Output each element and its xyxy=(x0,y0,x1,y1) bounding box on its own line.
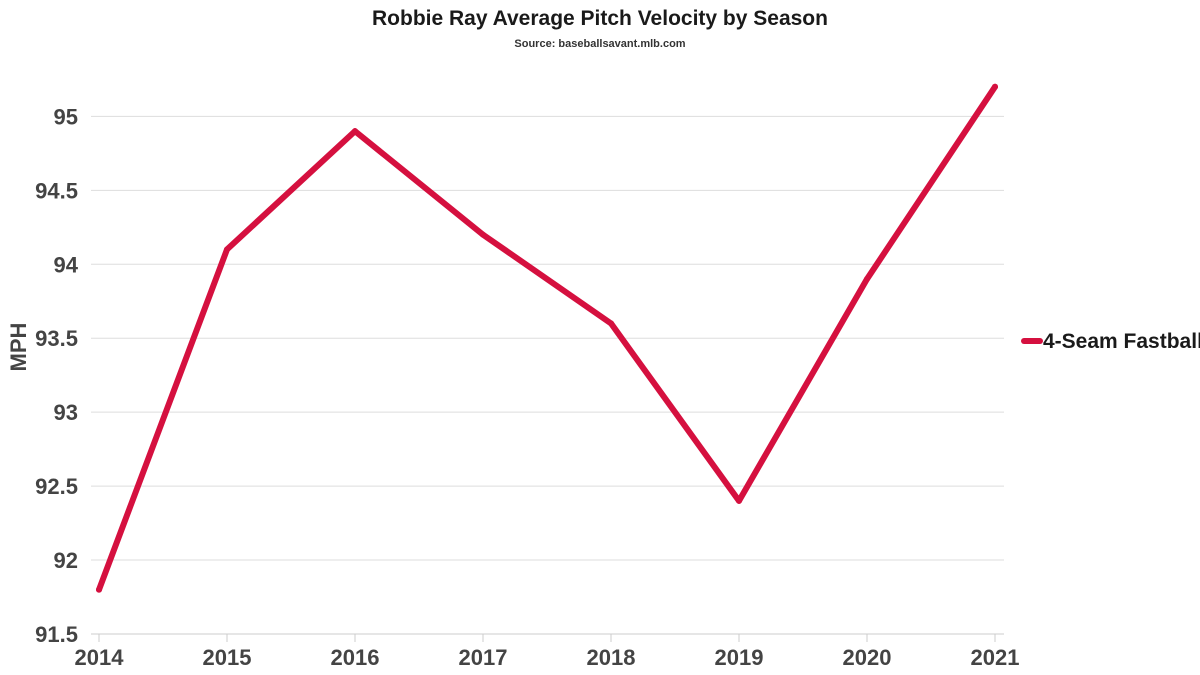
x-tick-label: 2016 xyxy=(331,645,380,670)
data-point[interactable] xyxy=(480,231,486,238)
y-tick-label: 94.5 xyxy=(35,178,78,203)
data-point[interactable] xyxy=(96,586,102,593)
y-tick-label: 95 xyxy=(54,104,78,129)
chart-subtitle: Source: baseballsavant.mlb.com xyxy=(514,38,685,50)
x-tick-label: 2020 xyxy=(843,645,892,670)
x-tick-label: 2017 xyxy=(459,645,508,670)
series-group xyxy=(96,83,998,593)
x-axis-ticks: 2014 2015 2016 2017 2018 2019 2020 2021 xyxy=(75,634,1020,670)
data-point[interactable] xyxy=(864,276,870,283)
data-point[interactable] xyxy=(224,246,230,253)
data-point[interactable] xyxy=(736,497,742,504)
y-tick-label: 92.5 xyxy=(35,474,78,499)
x-tick-label: 2015 xyxy=(203,645,252,670)
y-axis-ticks: 91.5 92 92.5 93 93.5 94 94.5 95 xyxy=(35,104,79,647)
y-tick-label: 93 xyxy=(54,400,78,425)
gridlines xyxy=(91,115,1004,561)
y-tick-label: 92 xyxy=(54,548,78,573)
data-point[interactable] xyxy=(608,320,614,327)
data-point[interactable] xyxy=(992,83,998,90)
chart-title: Robbie Ray Average Pitch Velocity by Sea… xyxy=(372,7,828,30)
x-tick-label: 2019 xyxy=(715,645,764,670)
legend-label: 4-Seam Fastball xyxy=(1043,330,1200,353)
x-tick-label: 2021 xyxy=(971,645,1020,670)
x-tick-label: 2018 xyxy=(587,645,636,670)
y-tick-label: 93.5 xyxy=(35,326,78,351)
y-tick-label: 94 xyxy=(54,252,79,277)
x-tick-label: 2014 xyxy=(75,645,125,670)
y-tick-label: 91.5 xyxy=(35,622,78,647)
data-point[interactable] xyxy=(352,128,358,135)
y-axis-label: MPH xyxy=(6,323,31,372)
series-line[interactable] xyxy=(96,83,998,593)
legend[interactable]: 4-Seam Fastball xyxy=(1021,330,1200,353)
